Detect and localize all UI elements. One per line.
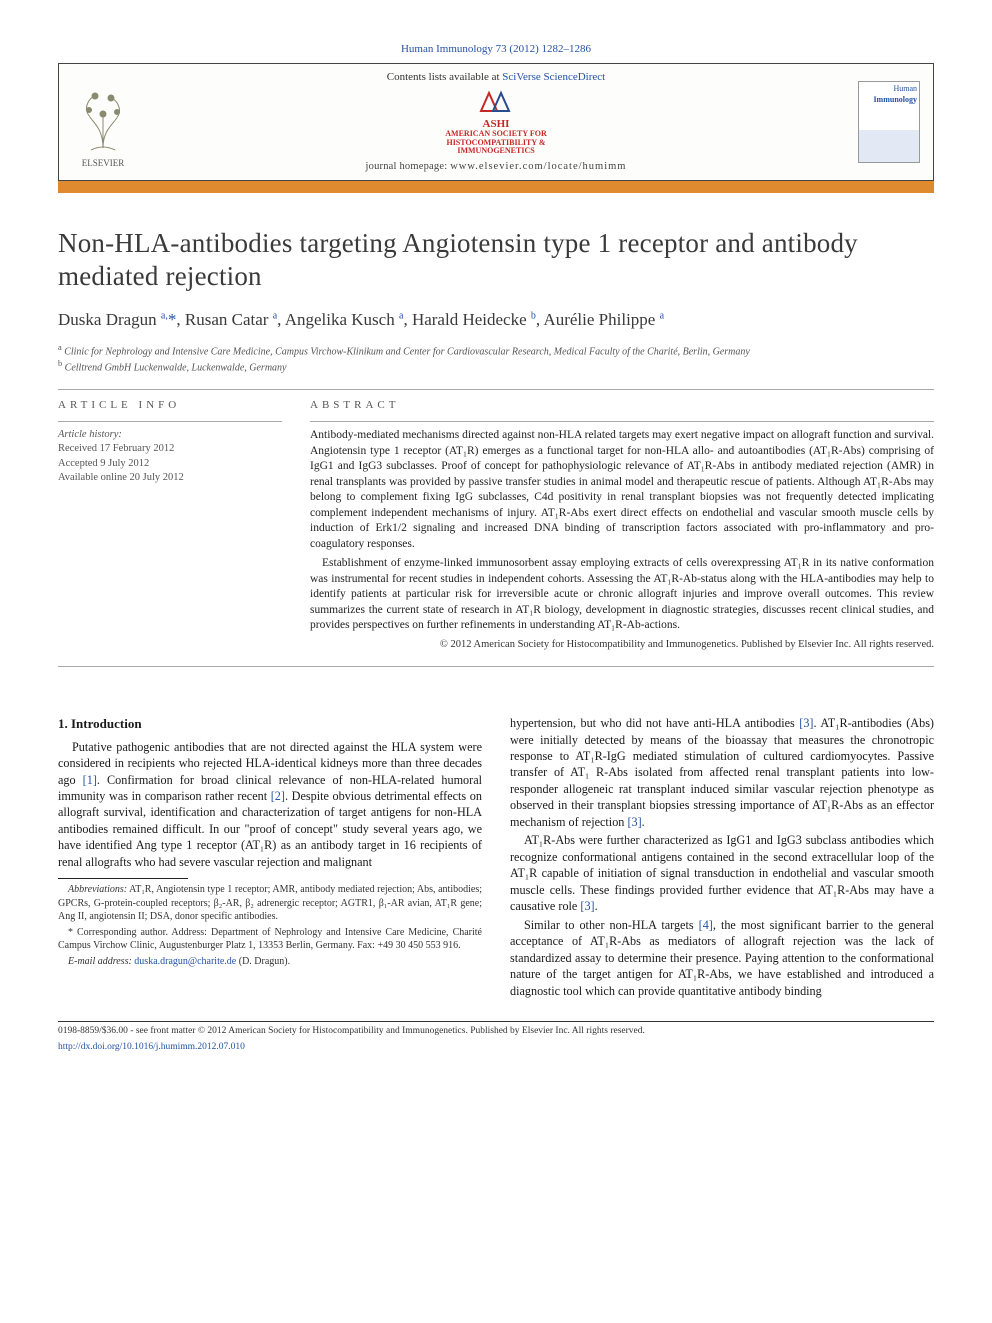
article-history-label: Article history:	[58, 429, 122, 440]
journal-cover-icon: Human Immunology	[858, 81, 920, 163]
contents-available-line: Contents lists available at SciVerse Sci…	[387, 70, 605, 85]
abstract-para-1: Establishment of enzyme-linked immunosor…	[310, 556, 934, 634]
abstract-para-0: Antibody-mediated mechanisms directed ag…	[310, 428, 934, 552]
elsevier-logo-cell: ELSEVIER	[59, 64, 147, 180]
elsevier-wordmark: ELSEVIER	[82, 158, 125, 168]
email-value[interactable]: duska.dragun@charite.de	[132, 956, 236, 967]
ref-link[interactable]: [2]	[271, 789, 285, 803]
accent-bar	[58, 181, 934, 193]
abstract-rule	[310, 421, 934, 422]
author-line: Duska Dragun a,*, Rusan Catar a, Angelik…	[58, 309, 934, 332]
email-footnote: E-mail address: duska.dragun@charite.de …	[58, 955, 482, 969]
doi-link[interactable]: http://dx.doi.org/10.1016/j.humimm.2012.…	[58, 1042, 245, 1052]
journal-citation: Human Immunology 73 (2012) 1282–1286	[58, 42, 934, 57]
body-para-0: Putative pathogenic antibodies that are …	[58, 739, 482, 871]
article-history: Article history: Received 17 February 20…	[58, 428, 282, 485]
sciencedirect-link[interactable]: SciVerse ScienceDirect	[502, 71, 605, 83]
corr-text: Corresponding author. Address: Departmen…	[58, 927, 482, 952]
abstract-column: abstract Antibody-mediated mechanisms di…	[310, 398, 934, 652]
affiliations: a Clinic for Nephrology and Intensive Ca…	[58, 342, 934, 376]
article-title: Non-HLA-antibodies targeting Angiotensin…	[58, 227, 934, 293]
history-line-0: Received 17 February 2012	[58, 443, 174, 454]
section-1-heading: 1. Introduction	[58, 715, 482, 733]
contents-prefix: Contents lists available at	[387, 71, 502, 83]
rule-below-abstract	[58, 666, 934, 667]
body-para-3: Similar to other non-HLA targets [4], th…	[510, 917, 934, 999]
email-tail: (D. Dragun).	[236, 956, 290, 967]
ref-link[interactable]: [3]	[580, 899, 594, 913]
body-columns: 1. Introduction Putative pathogenic anti…	[58, 715, 934, 999]
ashi-logo-icon	[471, 89, 521, 115]
article-info-label: article info	[58, 398, 282, 413]
ashi-line-3: IMMUNOGENETICS	[445, 147, 547, 155]
body-para-1: hypertension, but who did not have anti-…	[510, 715, 934, 830]
header-center: Contents lists available at SciVerse Sci…	[147, 64, 845, 180]
abbrev-label: Abbreviations:	[68, 884, 127, 895]
body-para-2: AT₁R-Abs were further characterized as I…	[510, 832, 934, 914]
abstract-copyright: © 2012 American Society for Histocompati…	[310, 638, 934, 652]
doi-line: http://dx.doi.org/10.1016/j.humimm.2012.…	[58, 1041, 934, 1054]
abstract-text: Antibody-mediated mechanisms directed ag…	[310, 428, 934, 634]
rule-above-info	[58, 389, 934, 390]
homepage-label: journal homepage:	[366, 161, 451, 172]
history-line-1: Accepted 9 July 2012	[58, 458, 149, 469]
article-info-column: article info Article history: Received 1…	[58, 398, 282, 652]
article-info-rule	[58, 421, 282, 422]
elsevier-tree-icon: ELSEVIER	[73, 86, 133, 172]
ref-link[interactable]: [4]	[699, 918, 713, 932]
footnotes: Abbreviations: AT₁R, Angiotensin type 1 …	[58, 883, 482, 968]
ref-link[interactable]: [1]	[83, 773, 97, 787]
ashi-text: ASHI AMERICAN SOCIETY FOR HISTOCOMPATIBI…	[445, 119, 547, 156]
journal-header: ELSEVIER Contents lists available at Sci…	[58, 63, 934, 181]
footnote-separator	[58, 878, 188, 879]
cover-title-1: Human	[861, 84, 917, 95]
abbreviations-footnote: Abbreviations: AT₁R, Angiotensin type 1 …	[58, 883, 482, 924]
homepage-url[interactable]: www.elsevier.com/locate/humimm	[450, 161, 626, 172]
history-line-2: Available online 20 July 2012	[58, 472, 184, 483]
bottom-rule	[58, 1021, 934, 1022]
ref-link[interactable]: [3]	[799, 716, 813, 730]
corresponding-author-footnote: * Corresponding author. Address: Departm…	[58, 926, 482, 953]
homepage-line: journal homepage: www.elsevier.com/locat…	[366, 160, 627, 174]
email-label: E-mail address:	[68, 956, 132, 967]
cover-title-2: Immunology	[861, 95, 917, 106]
cover-thumb-cell: Human Immunology	[845, 64, 933, 180]
front-matter-line: 0198-8859/$36.00 - see front matter © 20…	[58, 1025, 934, 1038]
ref-link[interactable]: [3]	[627, 815, 641, 829]
abstract-label: abstract	[310, 398, 934, 413]
